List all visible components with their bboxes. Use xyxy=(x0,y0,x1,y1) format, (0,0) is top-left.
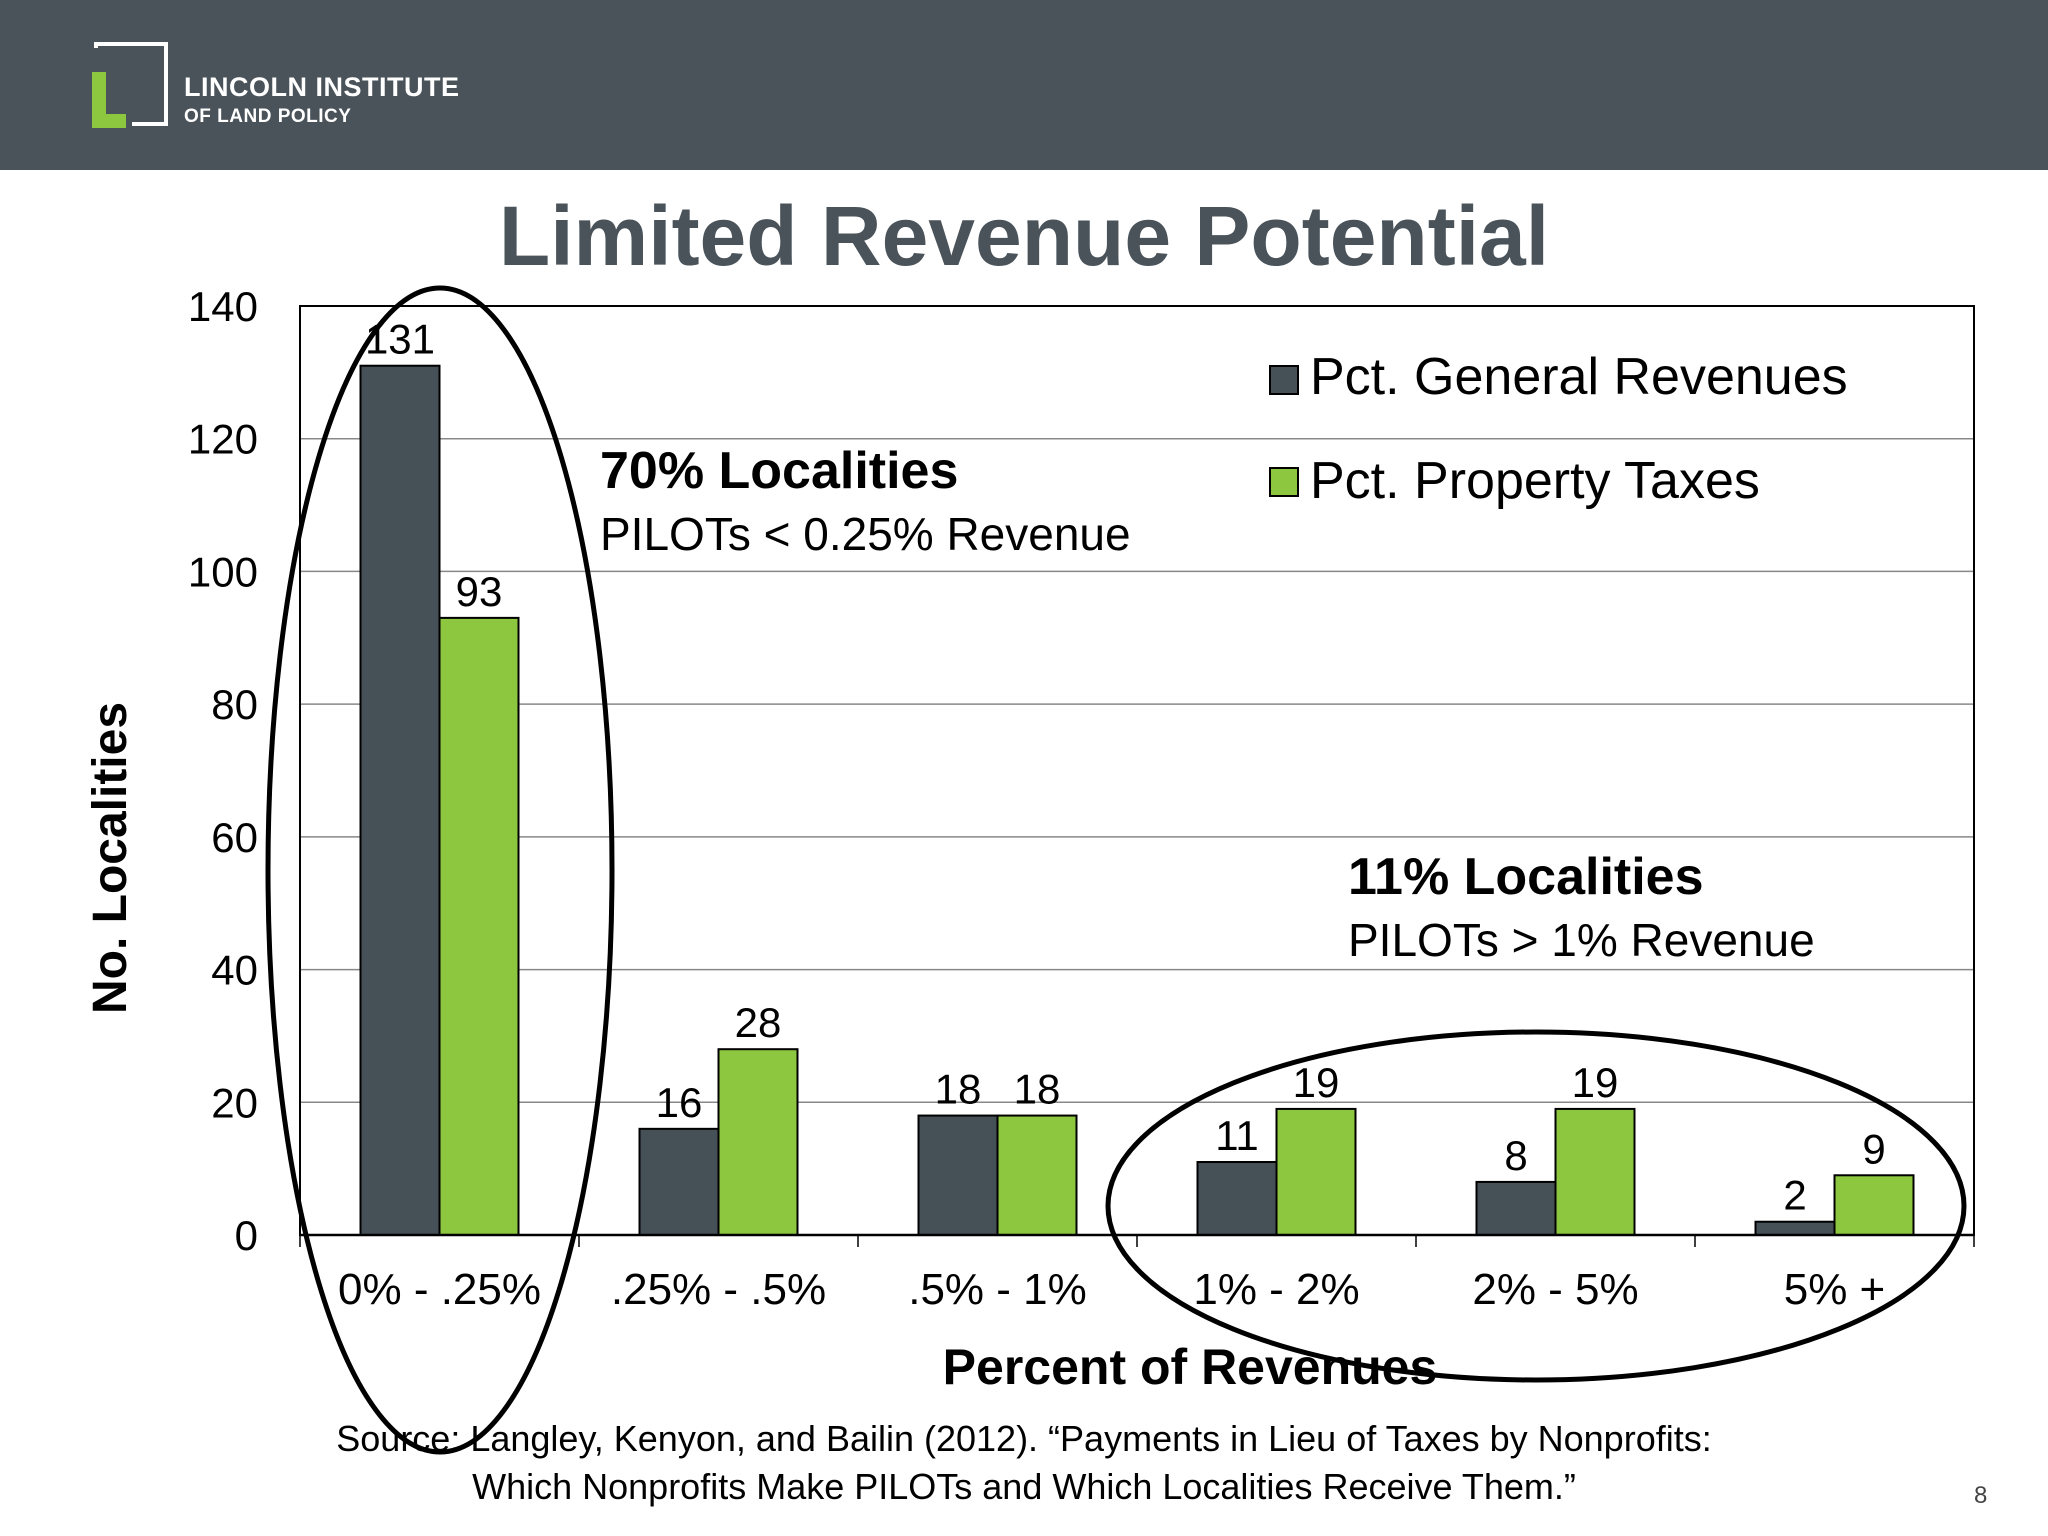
org-name-line1: LINCOLN INSTITUTE xyxy=(184,72,460,102)
y-tick-label: 100 xyxy=(188,548,258,595)
data-label: 93 xyxy=(456,568,503,615)
x-tick-label: 0% - .25% xyxy=(338,1265,541,1314)
x-tick-label: .5% - 1% xyxy=(908,1265,1087,1314)
bar-property xyxy=(996,1114,1078,1236)
data-label: 131 xyxy=(365,316,435,363)
legend-label-property: Pct. Property Taxes xyxy=(1310,452,1760,510)
y-tick-label: 80 xyxy=(211,681,258,728)
data-label: 18 xyxy=(1014,1066,1061,1113)
highlight-ellipse-high xyxy=(1105,1029,1967,1383)
annotation-70pct-heading: 70% Localities xyxy=(600,442,958,500)
y-axis-title: No. Localities xyxy=(84,702,137,1014)
source-citation-line2: Which Nonprofits Make PILOTs and Which L… xyxy=(472,1466,1576,1507)
chart-legend: Pct. General Revenues Pct. Property Taxe… xyxy=(1269,348,1848,510)
bar-general xyxy=(638,1127,720,1237)
lincoln-institute-logo-icon xyxy=(92,42,168,128)
org-name-line2: OF LAND POLICY xyxy=(184,106,352,127)
legend-swatch-general xyxy=(1269,365,1299,395)
slide-header: LINCOLN INSTITUTE OF LAND POLICY xyxy=(0,0,2048,170)
y-tick-label: 20 xyxy=(211,1079,258,1126)
data-label: 16 xyxy=(656,1079,703,1126)
bar-property xyxy=(1554,1107,1636,1236)
y-tick-label: 60 xyxy=(211,814,258,861)
data-label: 28 xyxy=(735,999,782,1046)
bar-general xyxy=(1475,1180,1557,1237)
annotation-11pct-text: PILOTs > 1% Revenue xyxy=(1348,914,1815,966)
bar-general xyxy=(359,364,441,1236)
annotation-11pct-heading: 11% Localities xyxy=(1348,848,1704,906)
bar-general xyxy=(1754,1220,1836,1236)
legend-swatch-property xyxy=(1269,467,1299,497)
data-label: 19 xyxy=(1572,1059,1619,1106)
bar-general xyxy=(917,1114,999,1236)
bar-general xyxy=(1196,1161,1278,1237)
data-label: 11 xyxy=(1215,1112,1259,1159)
slide-title: Limited Revenue Potential xyxy=(498,189,1550,283)
data-label: 8 xyxy=(1504,1132,1527,1179)
highlight-ellipse-low xyxy=(265,285,615,1455)
x-tick-label: 1% - 2% xyxy=(1193,1265,1359,1314)
bar-property xyxy=(438,616,520,1236)
data-label: 9 xyxy=(1862,1125,1885,1172)
x-tick-label: 2% - 5% xyxy=(1472,1265,1638,1314)
annotation-11pct: 11% Localities PILOTs > 1% Revenue xyxy=(1348,848,1815,966)
bar-property xyxy=(717,1048,799,1236)
x-tick-label: .25% - .5% xyxy=(611,1265,826,1314)
data-label: 18 xyxy=(935,1066,982,1113)
x-axis-title: Percent of Revenues xyxy=(943,1339,1438,1395)
y-tick-label: 120 xyxy=(188,416,258,463)
x-tick-label: 5% + xyxy=(1784,1265,1886,1314)
y-tick-label: 40 xyxy=(211,947,258,994)
y-tick-label: 0 xyxy=(235,1212,258,1259)
legend-label-general: Pct. General Revenues xyxy=(1310,348,1848,406)
page-number: 8 xyxy=(1974,1482,1988,1509)
plot-frame xyxy=(299,305,1975,1236)
annotation-70pct: 70% Localities PILOTs < 0.25% Revenue xyxy=(600,442,1131,560)
data-label: 19 xyxy=(1293,1059,1340,1106)
bar-property xyxy=(1833,1174,1915,1236)
data-label: 2 xyxy=(1783,1172,1806,1219)
annotation-70pct-text: PILOTs < 0.25% Revenue xyxy=(600,508,1131,560)
bar-property xyxy=(1275,1107,1357,1236)
y-tick-label: 140 xyxy=(188,283,258,330)
source-citation-line1: Source: Langley, Kenyon, and Bailin (201… xyxy=(336,1418,1712,1459)
